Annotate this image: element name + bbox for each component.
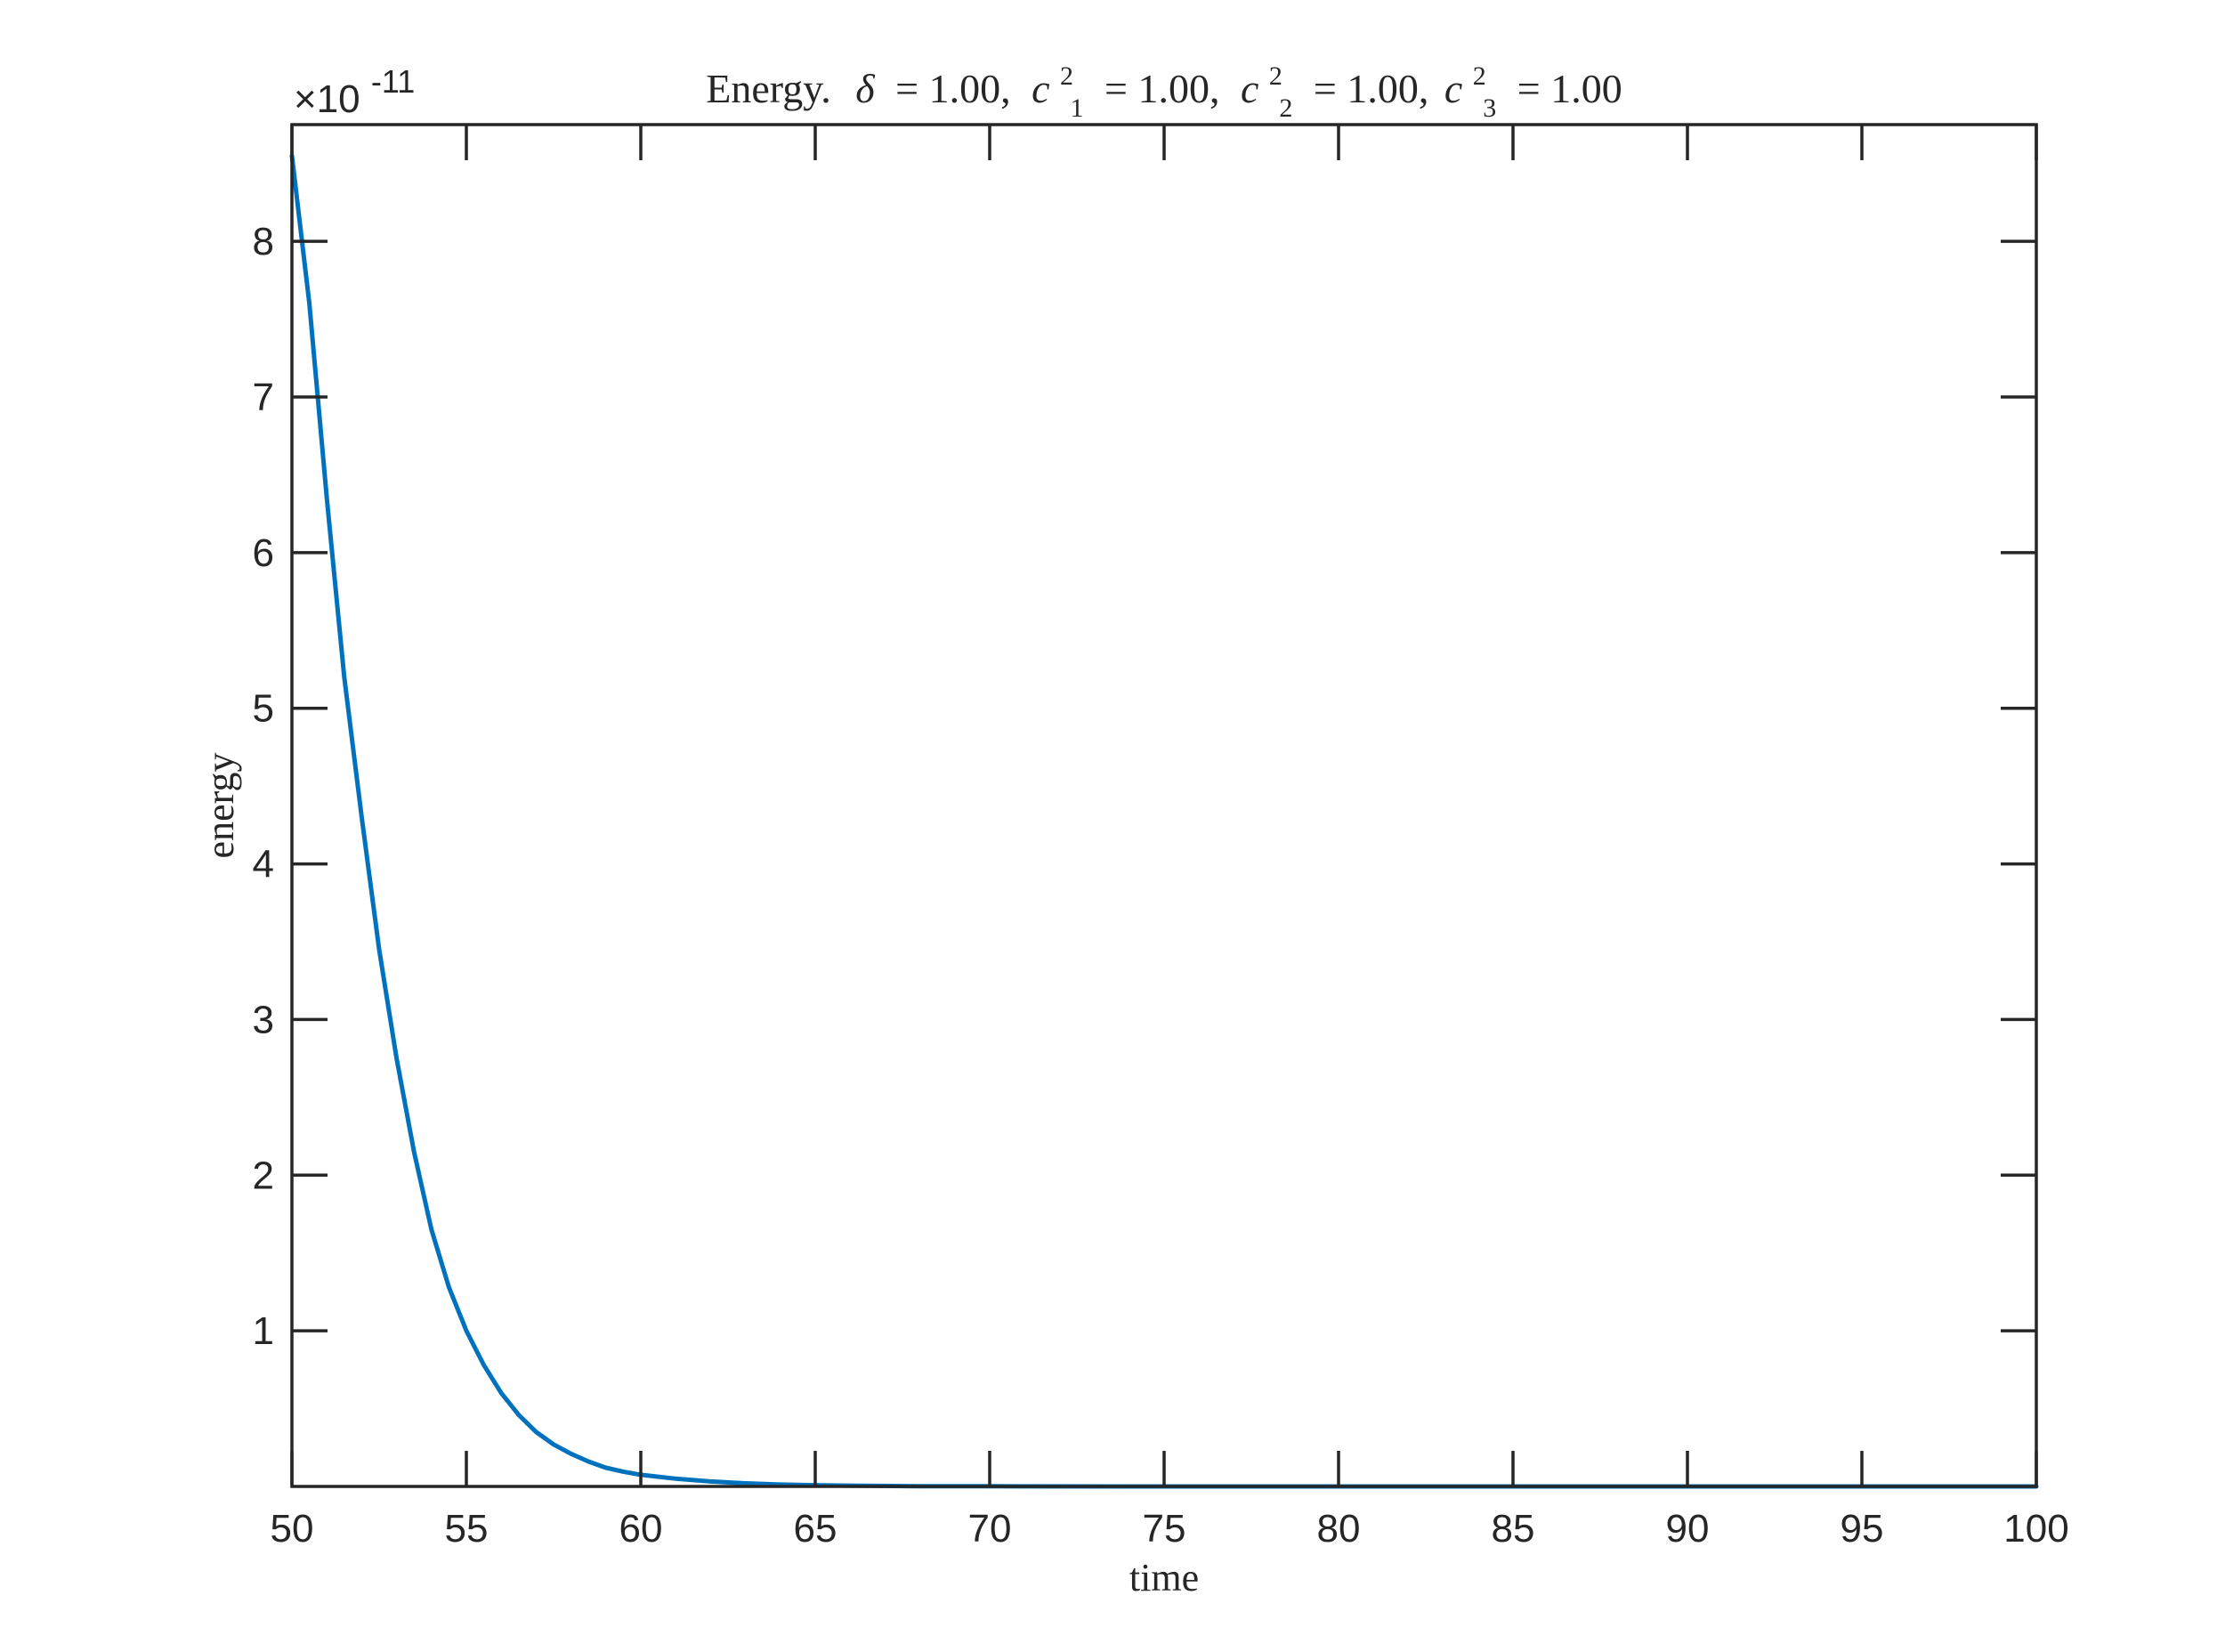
x-tick-label: 50 xyxy=(271,1507,314,1551)
x-tick-label: 55 xyxy=(445,1507,489,1551)
x-tick-label: 100 xyxy=(2003,1507,2068,1551)
title-c2-sub: 2 xyxy=(1279,93,1292,123)
title-c2-sup: 2 xyxy=(1269,61,1282,91)
title-delta-value: = 1.00, xyxy=(895,66,1010,111)
title-delta-symbol: δ xyxy=(855,66,875,111)
title-c3-sub: 3 xyxy=(1483,93,1496,123)
title-c1-symbol: c xyxy=(1032,66,1049,111)
x-axis-label: time xyxy=(1129,1556,1199,1599)
y-tick-label: 5 xyxy=(253,687,274,731)
x-tick-label: 85 xyxy=(1492,1507,1535,1551)
title-c2-symbol: c xyxy=(1241,66,1258,111)
title-c3-symbol: c xyxy=(1444,66,1462,111)
title-c2-value: = 1.00, xyxy=(1314,66,1428,111)
x-tick-label: 75 xyxy=(1143,1507,1186,1551)
x-tick-label: 80 xyxy=(1317,1507,1361,1551)
title-c1-sub: 1 xyxy=(1071,93,1084,123)
plot-area xyxy=(292,125,2036,1486)
title-prefix: Energy. xyxy=(706,66,831,111)
title-c3-sup: 2 xyxy=(1473,61,1486,91)
x-tick-label: 90 xyxy=(1666,1507,1710,1551)
ticks-layer: 50 55 60 65 70 75 80 85 90 95 100 1 2 3 4 5 6 7 8 xyxy=(253,125,2069,1551)
x-tick-label: 95 xyxy=(1841,1507,1884,1551)
title-c1-value: = 1.00, xyxy=(1104,66,1219,111)
x-tick-label: 60 xyxy=(619,1507,663,1551)
title-c3-value: = 1.00 xyxy=(1517,66,1622,111)
y-tick-label: 7 xyxy=(253,376,274,419)
y-exponent: ×10 -11 xyxy=(294,63,415,121)
y-tick-label: 4 xyxy=(253,843,274,887)
y-exponent-power: -11 xyxy=(371,63,415,100)
title-c1-sup: 2 xyxy=(1060,61,1073,91)
y-tick-label: 3 xyxy=(253,998,274,1041)
x-tick-label: 65 xyxy=(794,1507,837,1551)
x-tick-label: 70 xyxy=(968,1507,1012,1551)
chart-title: Energy. δ = 1.00, c 2 1 = 1.00, c 2 2 = … xyxy=(706,48,1622,126)
y-axis-label: energy xyxy=(198,753,242,859)
y-tick-label: 2 xyxy=(253,1154,274,1197)
y-tick-label: 6 xyxy=(253,531,274,575)
y-tick-label: 1 xyxy=(253,1309,274,1353)
y-exponent-base: ×10 xyxy=(294,77,360,121)
axes-box xyxy=(290,123,2038,1488)
y-tick-label: 8 xyxy=(253,220,274,263)
